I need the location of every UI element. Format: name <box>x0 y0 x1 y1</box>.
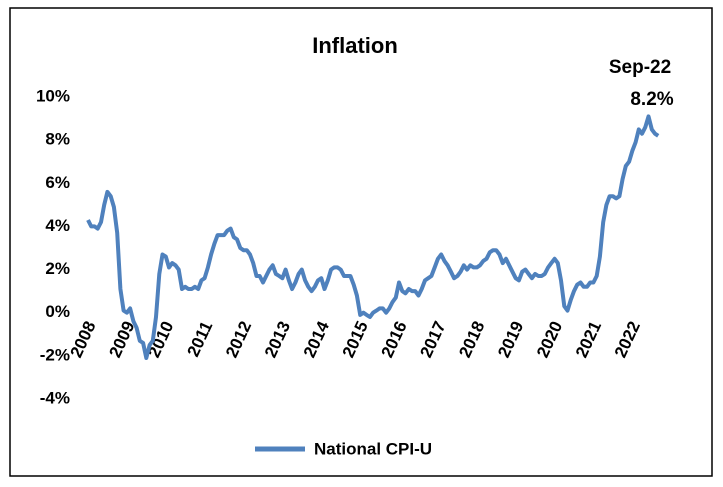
legend-label: National CPI-U <box>314 439 432 458</box>
y-tick-label: 0% <box>45 302 70 321</box>
chart-frame <box>9 7 713 477</box>
annotation: 8.2% <box>630 89 673 110</box>
y-tick-label: 6% <box>45 173 70 192</box>
y-tick-label: 4% <box>45 216 70 235</box>
chart-title: Inflation <box>312 33 398 58</box>
y-tick-label: -2% <box>40 345 70 364</box>
y-tick-label: 8% <box>45 130 70 149</box>
y-tick-label: -4% <box>40 388 70 407</box>
y-tick-label: 10% <box>36 86 70 105</box>
annotation: Sep-22 <box>609 57 671 78</box>
line <box>86 114 660 360</box>
y-tick-label: 2% <box>45 259 70 278</box>
